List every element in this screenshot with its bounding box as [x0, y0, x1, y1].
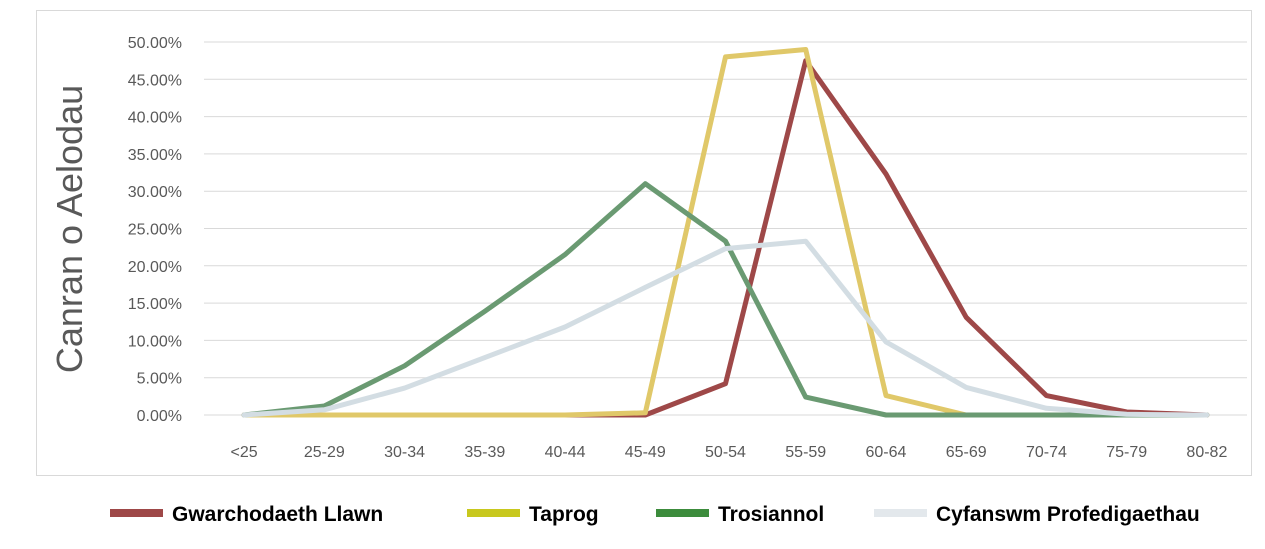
legend-label-taprog: Taprog — [529, 503, 599, 526]
y-axis-label: Canran o Aelodau — [49, 85, 90, 373]
legend-label-cyfanswm-profedigaethau: Cyfanswm Profedigaethau — [936, 503, 1200, 526]
x-tick-label: 80-82 — [1186, 444, 1227, 461]
x-axis-ticks: <25 25-29 30-34 35-39 40-44 45-49 50-54 55-59 60… — [231, 444, 1228, 461]
series-line-gwarchodaeth-llawn — [241, 58, 1210, 418]
series-line-trosiannol — [241, 181, 1210, 418]
x-tick-label: 70-74 — [1026, 444, 1067, 461]
y-tick-label: 0.00% — [137, 408, 182, 425]
y-tick-label: 30.00% — [128, 184, 182, 201]
legend-label-trosiannol: Trosiannol — [718, 503, 824, 526]
legend: Gwarchodaeth Llawn Taprog Trosiannol Cyfans… — [110, 503, 1200, 526]
y-tick-label: 45.00% — [128, 72, 182, 89]
x-tick-label: 25-29 — [304, 444, 345, 461]
x-tick-label: 40-44 — [545, 444, 586, 461]
y-tick-label: 15.00% — [128, 296, 182, 313]
x-tick-label: 30-34 — [384, 444, 425, 461]
y-tick-label: 20.00% — [128, 259, 182, 276]
x-tick-label: 60-64 — [866, 444, 907, 461]
legend-swatch-taprog — [467, 509, 520, 517]
series-line-taprog — [241, 47, 1210, 418]
gridlines — [204, 41, 1247, 416]
x-tick-label: 55-59 — [785, 444, 826, 461]
y-tick-label: 35.00% — [128, 147, 182, 164]
x-tick-label: 65-69 — [946, 444, 987, 461]
y-tick-label: 25.00% — [128, 222, 182, 239]
legend-swatch-gwarchodaeth-llawn — [110, 509, 163, 517]
y-tick-label: 10.00% — [128, 333, 182, 350]
legend-label-gwarchodaeth-llawn: Gwarchodaeth Llawn — [172, 503, 383, 526]
y-tick-label: 40.00% — [128, 110, 182, 127]
x-tick-label: 75-79 — [1106, 444, 1147, 461]
legend-swatch-trosiannol — [656, 509, 709, 517]
x-tick-label: 50-54 — [705, 444, 746, 461]
x-tick-label: <25 — [231, 444, 258, 461]
series-line-cyfanswm-profedigaethau — [241, 238, 1210, 418]
series-lines — [241, 47, 1210, 418]
y-axis-ticks: 0.00% 5.00% 10.00% 15.00% 20.00% 25.00% 30.00%… — [128, 35, 182, 425]
legend-swatch-cyfanswm-profedigaethau — [874, 509, 927, 517]
y-tick-label: 50.00% — [128, 35, 182, 52]
y-tick-label: 5.00% — [137, 371, 182, 388]
x-tick-label: 45-49 — [625, 444, 666, 461]
x-tick-label: 35-39 — [464, 444, 505, 461]
